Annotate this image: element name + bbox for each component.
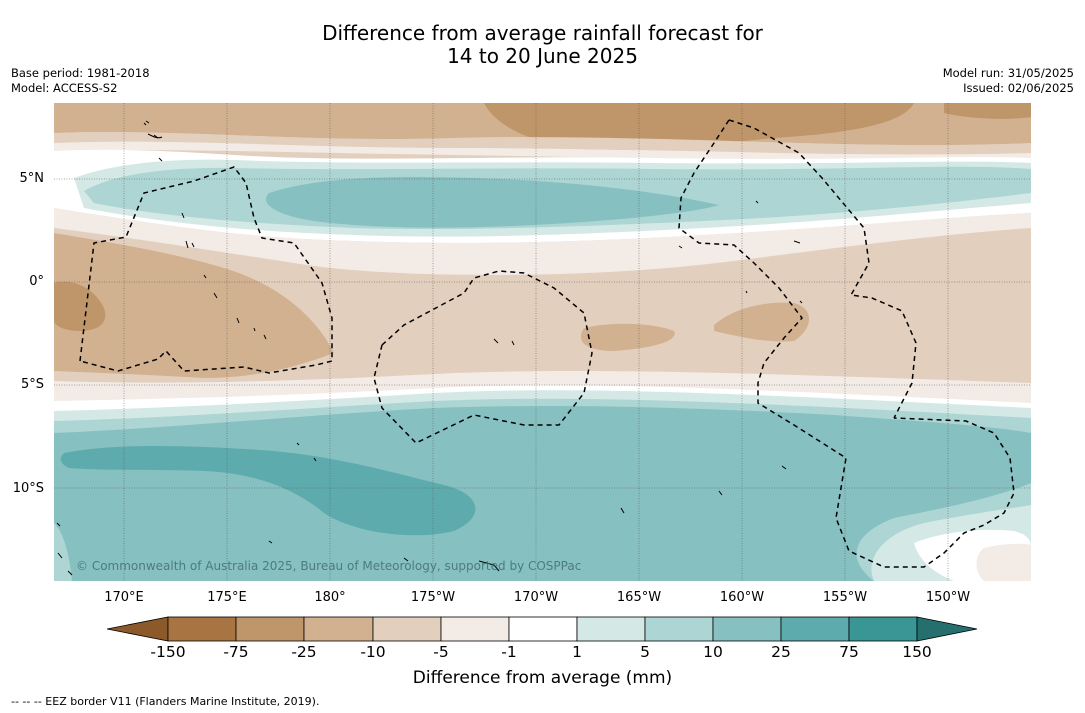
lat-label-5s: 5°S xyxy=(20,377,44,392)
bin-neg25-neg10 xyxy=(303,616,374,642)
eez-kiribati-gilbert xyxy=(79,166,333,374)
lon-label-160w: 160°W xyxy=(719,590,765,605)
cb-tick-75: 75 xyxy=(839,643,859,661)
eez-borders xyxy=(79,119,1015,568)
south-wet-east-core xyxy=(814,446,949,495)
eez-line-west xyxy=(678,119,1015,568)
bin-75-150 xyxy=(848,616,918,642)
base-period: Base period: 1981-2018 xyxy=(11,66,150,80)
colorbar-max-arrow xyxy=(916,616,978,642)
lon-label-170e: 170°E xyxy=(104,590,144,605)
colorbar-label: Difference from average (mm) xyxy=(412,668,673,688)
bin-neg10-neg5 xyxy=(372,616,442,642)
bin-5-10 xyxy=(644,616,714,642)
eez-kiribati-phoenix xyxy=(373,270,593,444)
lat-label-0: 0° xyxy=(29,274,44,289)
cb-tick-neg5: -5 xyxy=(433,643,449,661)
bin-neg1-1 xyxy=(508,616,578,642)
cb-tick-10: 10 xyxy=(703,643,723,661)
lat-label-10s: 10°S xyxy=(12,481,44,496)
cb-tick-neg1: -1 xyxy=(501,643,517,661)
bin-1-5 xyxy=(576,616,646,642)
bin-10-25 xyxy=(712,616,782,642)
lon-label-150w: 150°W xyxy=(925,590,971,605)
colorbar-bins xyxy=(167,616,918,642)
bin-neg5-neg1 xyxy=(440,616,510,642)
colorbar-min-arrow xyxy=(107,616,169,642)
north-very-dry-patch-2 xyxy=(944,103,1031,119)
colorbar xyxy=(107,616,978,642)
south-wet-main xyxy=(54,405,1031,581)
north-light-dry xyxy=(54,131,1031,155)
south-wet-core xyxy=(60,446,476,536)
cb-tick-25: 25 xyxy=(771,643,791,661)
cb-tick-neg150: -150 xyxy=(150,643,186,661)
run-info: Model run: 31/05/2025 Issued: 02/06/2025 xyxy=(943,66,1074,96)
west-dry-patch xyxy=(54,233,334,378)
lon-label-155w: 155°W xyxy=(822,590,868,605)
rainfall-anomaly-map: © Commonwealth of Australia 2025, Bureau… xyxy=(54,103,1031,581)
issued-date: Issued: 02/06/2025 xyxy=(963,81,1074,95)
lon-label-180: 180° xyxy=(314,590,346,605)
title-line-1: Difference from average rainfall forecas… xyxy=(322,21,763,45)
south-east-dry xyxy=(976,543,1031,581)
eez-kiribati-line xyxy=(728,119,917,419)
cb-tick-150: 150 xyxy=(902,643,932,661)
south-west-light-wet xyxy=(54,523,72,581)
model-name: Model: ACCESS-S2 xyxy=(11,81,118,95)
west-very-dry-patch xyxy=(54,281,106,331)
equator-slight-dry xyxy=(54,208,1031,275)
copyright-notice: © Commonwealth of Australia 2025, Bureau… xyxy=(76,559,581,573)
cb-tick-neg25: -25 xyxy=(291,643,317,661)
lon-label-175e: 175°E xyxy=(207,590,247,605)
lon-label-170w: 170°W xyxy=(513,590,559,605)
lon-label-165w: 165°W xyxy=(616,590,662,605)
cb-tick-neg75: -75 xyxy=(223,643,249,661)
central-dry-patch xyxy=(580,323,675,351)
model-run: Model run: 31/05/2025 xyxy=(942,66,1074,80)
graticule xyxy=(54,103,1031,581)
north-wet-core xyxy=(266,176,719,228)
map-title: Difference from average rainfall forecas… xyxy=(0,22,1085,68)
eez-legend-note: -- -- -- EEZ border V11 (Flanders Marine… xyxy=(11,695,320,708)
east-dry-patch xyxy=(714,302,809,342)
north-slight-dry xyxy=(54,141,1031,162)
base-info: Base period: 1981-2018 Model: ACCESS-S2 xyxy=(11,66,150,96)
bin-neg75-neg25 xyxy=(235,616,305,642)
bin-25-75 xyxy=(780,616,850,642)
lat-label-5n: 5°N xyxy=(19,171,45,186)
cb-tick-5: 5 xyxy=(640,643,650,661)
islands xyxy=(56,120,803,576)
cb-tick-neg10: -10 xyxy=(360,643,386,661)
title-line-2: 14 to 20 June 2025 xyxy=(447,44,638,68)
bin-neg150-neg75 xyxy=(167,616,237,642)
cb-tick-1: 1 xyxy=(572,643,582,661)
lon-label-175w: 175°W xyxy=(410,590,456,605)
